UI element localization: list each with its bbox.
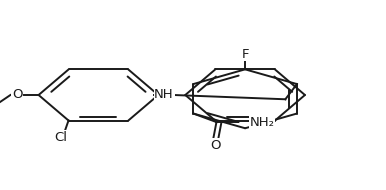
Text: NH: NH xyxy=(154,89,174,101)
Text: F: F xyxy=(241,48,249,61)
Text: Cl: Cl xyxy=(54,131,67,144)
Text: NH₂: NH₂ xyxy=(249,116,274,129)
Text: O: O xyxy=(211,139,221,152)
Text: O: O xyxy=(12,89,23,101)
